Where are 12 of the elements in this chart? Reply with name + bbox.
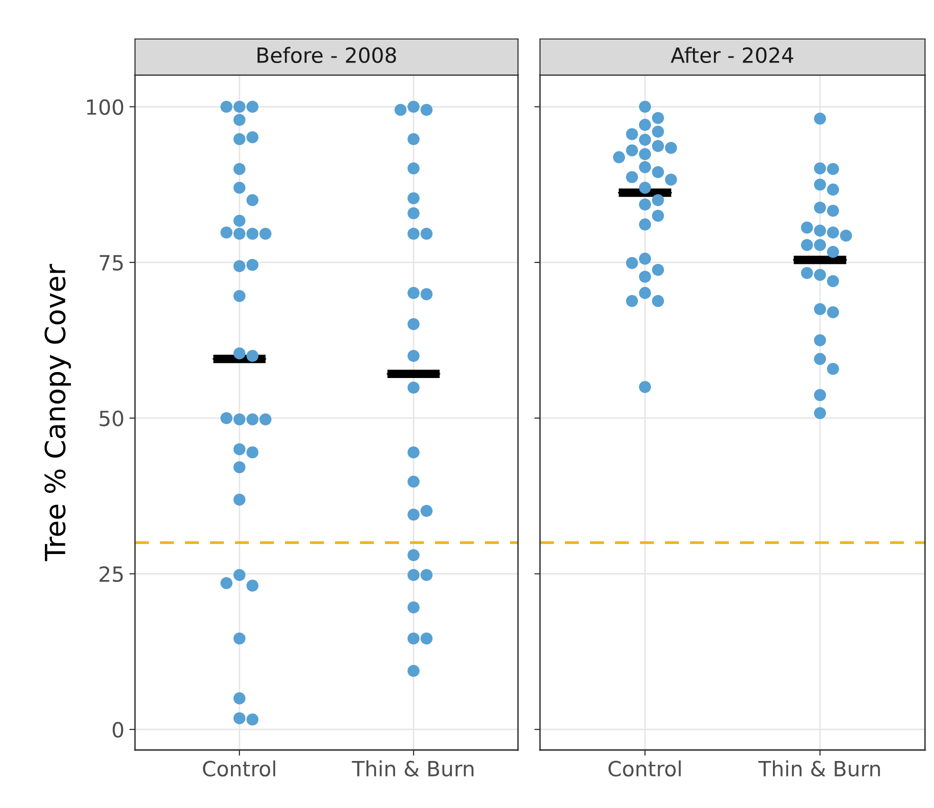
y-tick-label: 0 bbox=[112, 722, 124, 738]
y-tick-label: 100 bbox=[87, 99, 124, 115]
x-tick-label: Control bbox=[202, 760, 276, 777]
x-tick-label: Thin & Burn bbox=[352, 760, 474, 777]
chart-title: Before - 2008 bbox=[258, 46, 396, 64]
x-tick-label: Thin & Burn bbox=[758, 760, 880, 777]
chart-title: After - 2024 bbox=[670, 46, 794, 64]
x-tick-label: Control bbox=[608, 760, 681, 777]
y-tick-label: 25 bbox=[100, 566, 123, 582]
y-tick-label: 50 bbox=[100, 410, 124, 426]
y-axis-title: Tree % Canopy Cover bbox=[44, 264, 71, 562]
y-tick-label: 75 bbox=[100, 255, 123, 271]
